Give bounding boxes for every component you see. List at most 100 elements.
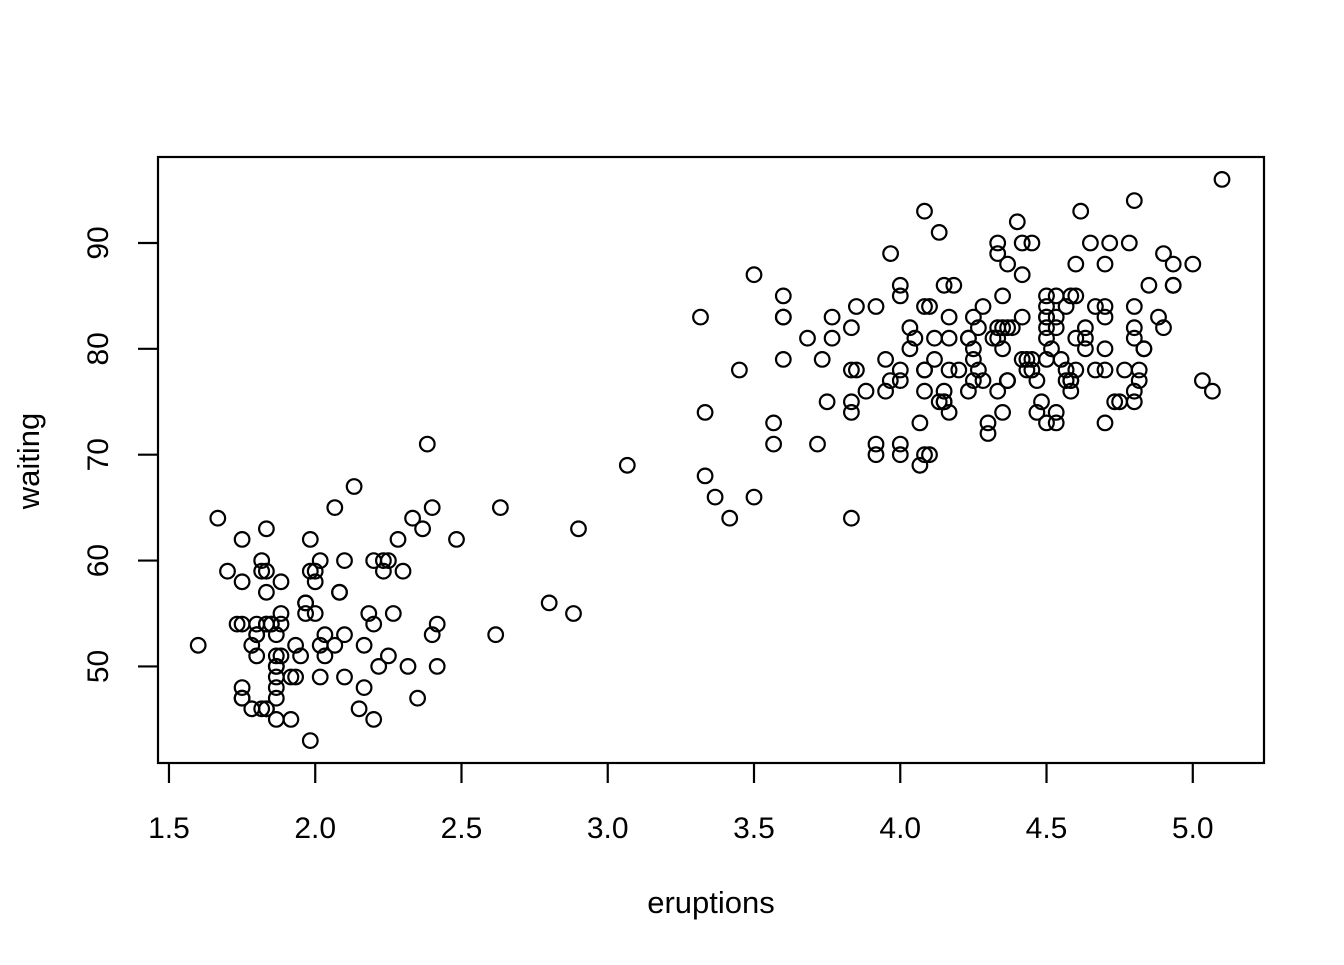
data-point [258, 583, 275, 601]
data-point [1130, 372, 1148, 390]
data-point [916, 382, 933, 400]
x-tick-label: 4.5 [1026, 812, 1068, 845]
data-point [974, 298, 992, 315]
data-point [1047, 414, 1065, 432]
data-point [1081, 234, 1099, 252]
data-point [272, 605, 290, 622]
data-point [1125, 329, 1143, 347]
data-point [306, 573, 324, 591]
data-point [974, 372, 992, 390]
data-point [375, 552, 392, 569]
data-point [394, 562, 412, 580]
data-point [1125, 192, 1143, 210]
data-point [272, 615, 290, 633]
data-point [1062, 287, 1080, 305]
data-point [994, 340, 1011, 358]
data-point [618, 456, 636, 474]
data-point [960, 382, 977, 400]
data-point [911, 414, 929, 432]
data-point [423, 626, 441, 644]
data-point [540, 594, 558, 612]
data-point [487, 626, 505, 644]
data-point [404, 509, 422, 527]
data-points-layer [189, 170, 1231, 749]
data-point [1067, 255, 1085, 273]
data-point [965, 340, 982, 358]
data-point [1155, 319, 1172, 337]
data-point [1033, 393, 1050, 411]
data-point [1038, 319, 1055, 337]
data-point [916, 202, 933, 220]
data-point [448, 531, 465, 548]
data-point [940, 308, 958, 326]
data-point [926, 351, 943, 368]
data-point [999, 255, 1016, 273]
data-point [1067, 361, 1085, 379]
data-point [926, 329, 943, 347]
data-point [380, 647, 397, 665]
data-point [1062, 382, 1080, 400]
data-point [1086, 298, 1104, 315]
data-point [306, 605, 324, 622]
data-point [843, 509, 860, 527]
data-point [994, 287, 1011, 305]
data-point [891, 446, 909, 464]
data-point [979, 425, 997, 442]
data-point [418, 435, 436, 453]
data-point [326, 636, 344, 654]
data-point [940, 329, 958, 347]
data-point [867, 446, 885, 464]
data-point [1125, 298, 1143, 315]
data-point [774, 351, 792, 368]
data-point [1057, 361, 1075, 379]
data-point [989, 234, 1007, 252]
data-point [774, 287, 792, 305]
data-point [721, 509, 739, 527]
data-point [316, 647, 334, 665]
data-point [1062, 372, 1080, 390]
data-point [843, 393, 860, 411]
data-point [243, 700, 261, 718]
data-point [1028, 404, 1046, 421]
data-point [935, 393, 953, 411]
data-point [492, 499, 509, 517]
data-point [306, 562, 324, 580]
data-point [267, 626, 285, 644]
data-point [765, 435, 782, 453]
data-point [1047, 308, 1065, 326]
data-point [350, 700, 368, 718]
data-point [1111, 393, 1128, 411]
data-point [380, 552, 397, 569]
data-point [253, 700, 271, 718]
data-point [965, 351, 982, 368]
data-point [370, 658, 388, 675]
data-point [1067, 287, 1085, 305]
data-point [1008, 213, 1026, 231]
y-tick-label: 90 [82, 226, 115, 259]
data-point [891, 276, 909, 294]
x-tick-label: 5.0 [1172, 812, 1214, 845]
data-point [696, 404, 714, 421]
data-point [950, 361, 968, 379]
data-point [267, 647, 285, 665]
data-point [262, 615, 280, 633]
data-point [355, 679, 373, 696]
data-point [1038, 287, 1055, 305]
data-point [233, 615, 251, 633]
data-point [945, 276, 963, 294]
data-point [1184, 255, 1202, 273]
data-point [409, 689, 427, 707]
data-point [248, 626, 266, 644]
data-point [731, 361, 748, 379]
data-point [258, 520, 275, 538]
data-point [1047, 319, 1065, 337]
data-point [1018, 351, 1036, 368]
data-point [428, 658, 446, 675]
data-point [301, 562, 319, 580]
data-point [1013, 351, 1031, 368]
data-point [209, 509, 227, 527]
data-point [297, 605, 315, 622]
data-point [921, 298, 938, 315]
data-point [336, 626, 353, 644]
data-point [1164, 255, 1182, 273]
